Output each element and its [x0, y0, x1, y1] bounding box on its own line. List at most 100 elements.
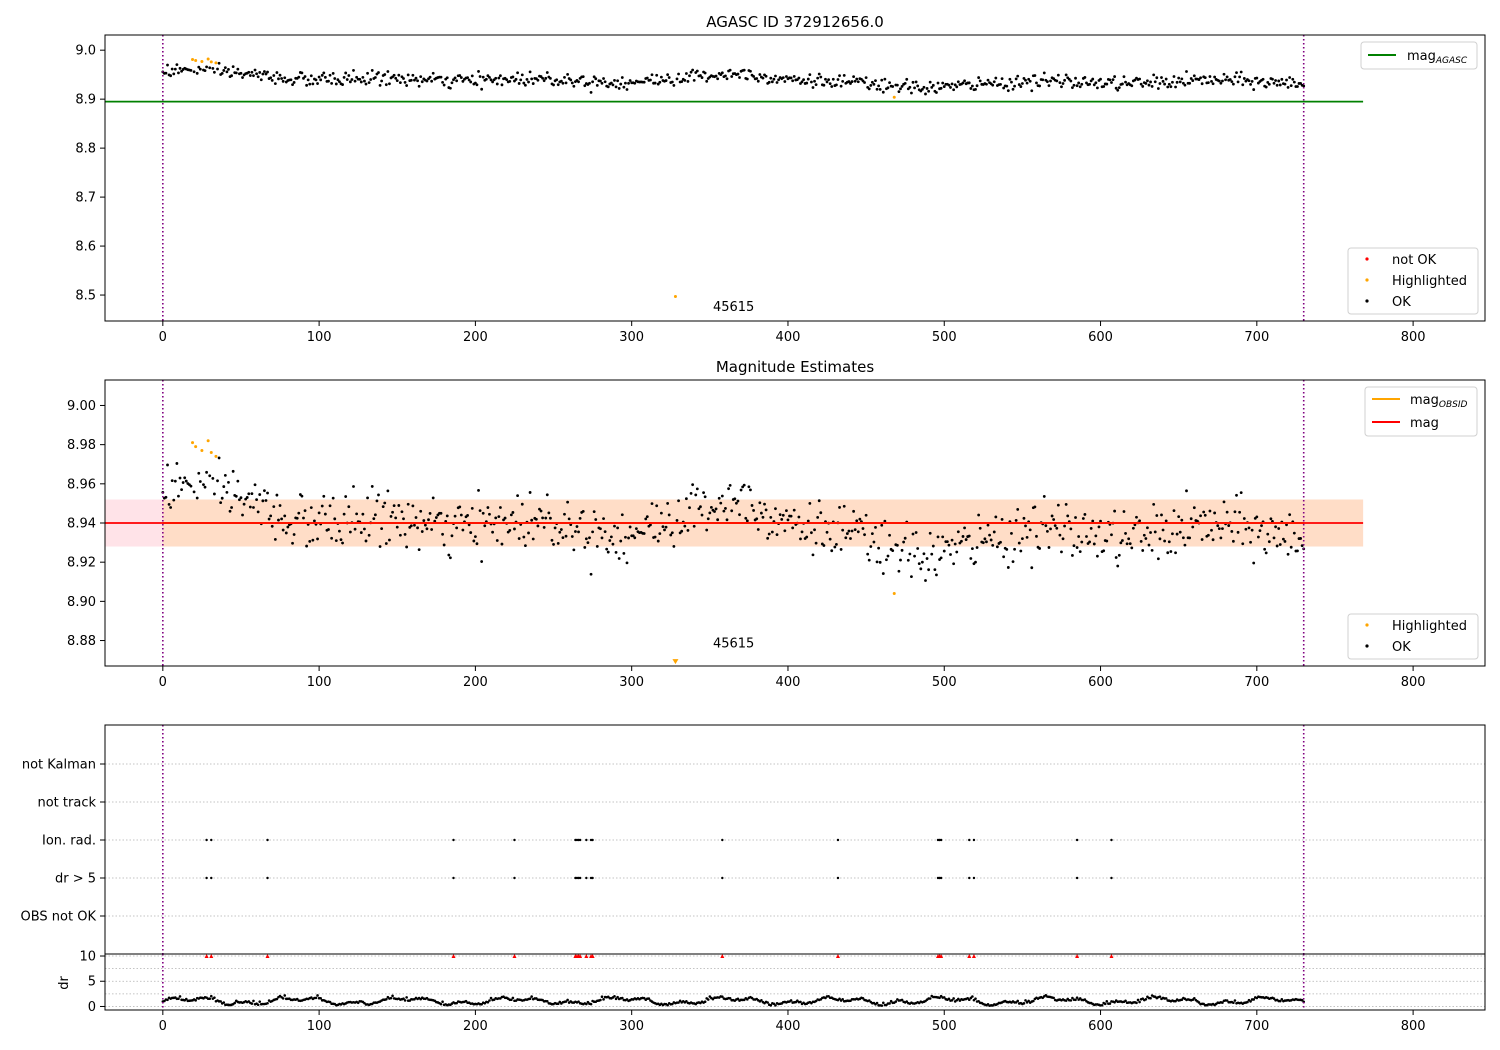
mag-point: [1217, 79, 1221, 83]
mag-point: [486, 506, 490, 509]
dr-overflow-marker: [967, 954, 972, 959]
mag-point: [583, 546, 587, 549]
mag-point: [591, 530, 595, 534]
dr-overflow-marker: [971, 954, 976, 959]
obsid-annotation: 45615: [713, 300, 754, 315]
mag-point: [999, 82, 1002, 86]
mag-point: [691, 68, 695, 72]
mag-point: [1261, 77, 1265, 81]
dr-point: [900, 998, 904, 1002]
legend-mag-agasc-sub: AGASC: [1435, 56, 1468, 66]
mag-point: [336, 78, 340, 82]
dr-point: [736, 997, 740, 1001]
mag-point: [445, 514, 449, 518]
mag-point: [700, 513, 704, 517]
mag-point: [1264, 551, 1268, 555]
flag-row-label: not Kalman: [22, 758, 96, 773]
dr-point: [703, 1000, 707, 1004]
mag-point: [1188, 536, 1192, 540]
highlighted-point: [191, 57, 195, 61]
mag-point: [991, 543, 995, 547]
mag-point: [663, 528, 666, 532]
x-tick-label: 400: [776, 330, 801, 345]
mag-point: [814, 541, 818, 545]
dr-point: [391, 994, 394, 998]
mag-point: [500, 542, 504, 546]
mag-point: [1138, 519, 1142, 523]
mag-point: [563, 75, 566, 79]
mag-point: [170, 67, 174, 71]
mag-point: [552, 543, 555, 546]
mag-point: [1035, 81, 1038, 85]
mag-point: [195, 496, 199, 500]
mag-point: [688, 74, 691, 78]
flag-point: [972, 876, 976, 880]
mag-point: [650, 502, 654, 505]
agasc-magnitude-panel: AGASC ID 372912656.0 45615 0 100 200 300 400…: [75, 13, 1486, 345]
mag-point: [977, 513, 981, 517]
mag-point: [189, 484, 193, 488]
mag-point: [1235, 71, 1238, 75]
mag-point: [394, 516, 398, 520]
mag-point: [222, 485, 226, 488]
mag-point: [1272, 81, 1276, 85]
mag-point: [423, 523, 427, 527]
mag-point: [858, 517, 862, 521]
mag-point: [398, 81, 402, 85]
legend-point-status: not OK Highlighted OK: [1347, 247, 1479, 315]
mag-point: [363, 527, 366, 531]
mag-point: [561, 81, 565, 85]
mag-point: [908, 552, 912, 556]
mag-point: [266, 491, 269, 495]
mag-point: [505, 78, 509, 82]
mag-point: [789, 514, 793, 518]
dr-point: [314, 996, 318, 1000]
mag-point: [931, 544, 935, 548]
dr-point: [1180, 998, 1184, 1001]
mag-point: [994, 515, 998, 519]
panel-1-title: AGASC ID 372912656.0: [706, 13, 884, 31]
mag-point: [1274, 525, 1277, 529]
mag-point: [910, 575, 913, 579]
mag-point: [263, 489, 266, 493]
mag-point: [1166, 551, 1170, 555]
mag-point: [398, 533, 402, 537]
mag-point: [1252, 88, 1256, 91]
mag-point: [1283, 82, 1287, 86]
mag-point: [241, 513, 244, 517]
mag-point: [986, 523, 990, 527]
mag-point: [847, 80, 851, 83]
mag-point: [183, 476, 187, 480]
highlighted-point: [214, 454, 218, 458]
mag-point: [220, 496, 224, 500]
mag-point: [666, 502, 670, 505]
mag-point: [992, 530, 996, 534]
mag-point: [1139, 539, 1143, 543]
mag-point: [405, 545, 409, 549]
mag-point: [323, 75, 327, 79]
mag-point: [314, 78, 318, 82]
mag-point: [622, 551, 626, 555]
mag-point: [974, 87, 977, 91]
mag-point: [927, 89, 931, 93]
mag-point: [605, 547, 609, 551]
mag-point: [227, 68, 230, 71]
mag-point: [755, 517, 759, 521]
mag-point: [1299, 537, 1302, 540]
dr-point: [258, 1000, 262, 1003]
dr-point: [1016, 999, 1020, 1003]
mag-point: [1005, 547, 1009, 551]
mag-point: [342, 75, 346, 79]
mag-point: [1169, 85, 1173, 89]
mag-point: [359, 531, 363, 534]
mag-point: [977, 76, 981, 79]
mag-point: [1010, 531, 1013, 535]
mag-point: [649, 78, 652, 82]
mag-point: [494, 76, 498, 80]
mag-point: [716, 77, 720, 81]
mag-point: [1269, 517, 1273, 521]
mag-point: [358, 77, 362, 81]
mag-point: [819, 75, 823, 79]
mag-point: [509, 513, 513, 517]
mag-point: [367, 533, 371, 537]
